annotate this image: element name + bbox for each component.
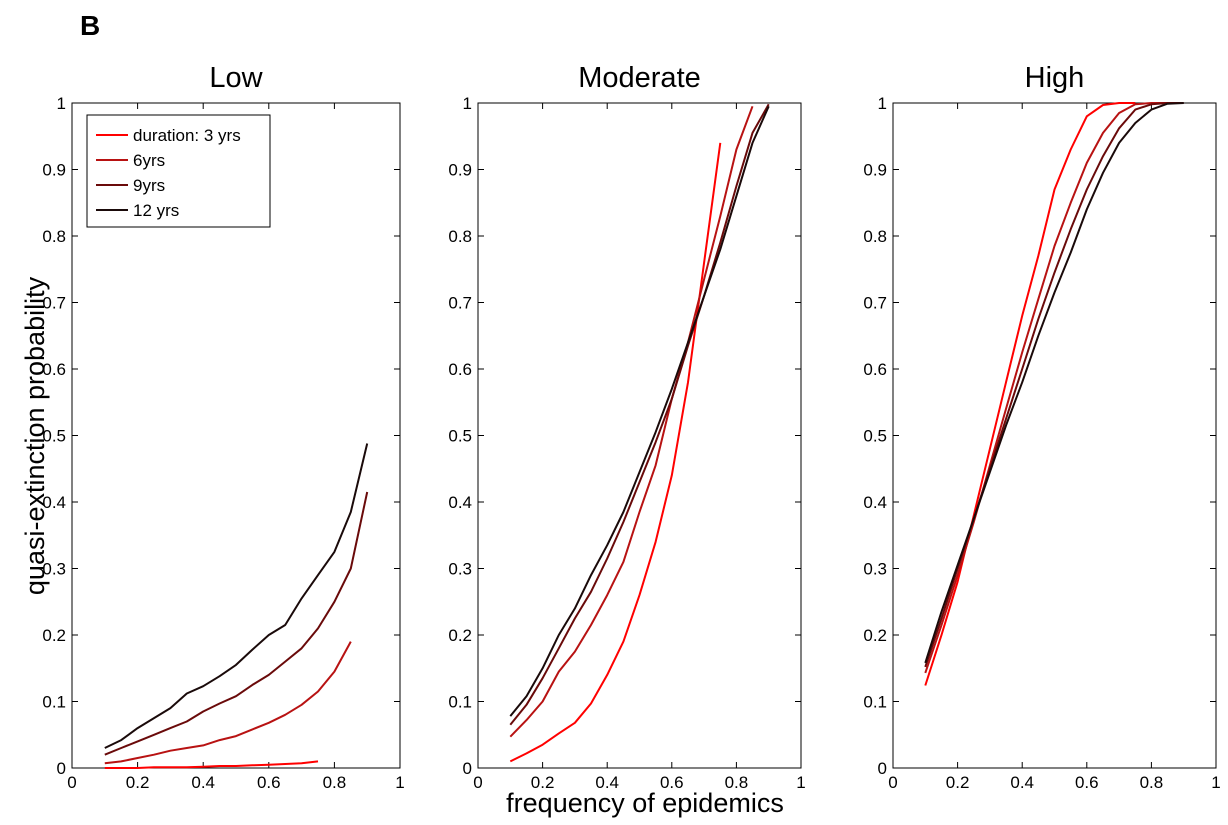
y-tick-label: 0.3 xyxy=(42,560,66,579)
y-tick-label: 1 xyxy=(878,94,887,113)
y-axis-label: quasi-extinction probability xyxy=(20,276,50,595)
x-axis-label: frequency of epidemics xyxy=(506,788,784,818)
y-tick-label: 0.5 xyxy=(448,427,472,446)
legend-label: 6yrs xyxy=(133,151,165,170)
y-tick-label: 0.9 xyxy=(42,161,66,180)
x-tick-label: 0.6 xyxy=(1075,773,1099,792)
legend-box xyxy=(86,114,271,228)
series-line-2 xyxy=(104,641,352,765)
panel-title: Low xyxy=(209,62,263,94)
y-tick-label: 0.7 xyxy=(863,294,887,313)
y-tick-label: 0 xyxy=(57,759,66,778)
series-line-3 xyxy=(104,491,369,756)
legend: duration: 3 yrs 6yrs 9yrs 12 yrs xyxy=(86,114,271,228)
x-tick-label: 0.4 xyxy=(191,773,215,792)
y-tick-label: 0 xyxy=(463,759,472,778)
y-tick-label: 0 xyxy=(878,759,887,778)
series-line-4 xyxy=(509,105,770,717)
y-tick-label: 0.8 xyxy=(863,227,887,246)
y-tick-label: 1 xyxy=(463,94,472,113)
panel-title: Moderate xyxy=(578,62,701,94)
panels-group: Low 0 0.2 0.4 0.6 0.8 1 0 0.1 0.2 0.3 0.4 0.5 0.6 0.7 0… xyxy=(42,62,1220,792)
y-tick-label: 0.4 xyxy=(863,493,887,512)
y-tick-label: 0.1 xyxy=(42,693,66,712)
x-tick-label: 0.4 xyxy=(1010,773,1034,792)
y-tick-label: 0.8 xyxy=(42,227,66,246)
x-tick-label: 0.6 xyxy=(257,773,281,792)
series-line-1 xyxy=(509,142,722,763)
series-line-4 xyxy=(104,443,369,749)
x-tick-label: 0 xyxy=(888,773,897,792)
y-tick-label: 0.6 xyxy=(448,360,472,379)
y-tick-label: 0.2 xyxy=(42,626,66,645)
y-tick-label: 0.1 xyxy=(863,693,887,712)
x-tick-label: 0.8 xyxy=(1140,773,1164,792)
x-tick-label: 0 xyxy=(67,773,76,792)
legend-label: 9yrs xyxy=(133,176,165,195)
series-line-1 xyxy=(104,760,319,769)
y-tick-label: 0.7 xyxy=(42,294,66,313)
panel-letter: B xyxy=(80,10,100,41)
y-tick-label: 0.5 xyxy=(42,427,66,446)
y-tick-label: 0.6 xyxy=(42,360,66,379)
y-tick-label: 0.2 xyxy=(448,626,472,645)
series-line-4 xyxy=(924,102,1184,664)
y-tick-label: 1 xyxy=(57,94,66,113)
x-tick-label: 0.2 xyxy=(126,773,150,792)
x-tick-label: 0 xyxy=(473,773,482,792)
legend-label: 12 yrs xyxy=(133,201,179,220)
x-tick-label: 0.6 xyxy=(660,773,684,792)
series-line-1 xyxy=(924,102,1136,686)
y-tick-label: 0.7 xyxy=(448,294,472,313)
y-tick-label: 0.6 xyxy=(863,360,887,379)
y-tick-label: 0.8 xyxy=(448,227,472,246)
x-tick-label: 0.2 xyxy=(531,773,555,792)
y-tick-label: 0.3 xyxy=(863,560,887,579)
panel-title: High xyxy=(1025,62,1085,94)
y-tick-label: 0.5 xyxy=(863,427,887,446)
series-line-3 xyxy=(509,103,770,726)
panel-low: Low 0 0.2 0.4 0.6 0.8 1 0 0.1 0.2 0.3 0.4 0.5 0.6 0.7 0… xyxy=(42,62,404,792)
panel-moderate: Moderate 0 0.2 0.4 0.6 0.8 1 0 0.1 0.2 0.3 0.4 0.5 0.… xyxy=(448,62,805,792)
x-tick-label: 1 xyxy=(1211,773,1220,792)
y-tick-label: 0.4 xyxy=(42,493,66,512)
x-tick-label: 0.2 xyxy=(946,773,970,792)
x-tick-label: 1 xyxy=(796,773,805,792)
x-tick-label: 0.8 xyxy=(323,773,347,792)
series-line-2 xyxy=(924,102,1168,674)
panel-high: High 0 0.2 0.4 0.6 0.8 1 0 0.1 0.2 0.3 0.4 0.5 0.6 0.7… xyxy=(863,62,1220,792)
plot-frame xyxy=(477,102,802,769)
x-tick-label: 0.8 xyxy=(725,773,749,792)
y-tick-label: 0.1 xyxy=(448,693,472,712)
y-tick-label: 0.4 xyxy=(448,493,472,512)
x-tick-label: 0.4 xyxy=(595,773,619,792)
y-tick-label: 0.3 xyxy=(448,560,472,579)
plot-frame xyxy=(892,102,1217,769)
x-tick-label: 1 xyxy=(395,773,404,792)
y-tick-label: 0.9 xyxy=(448,161,472,180)
y-tick-label: 0.9 xyxy=(863,161,887,180)
legend-label: duration: 3 yrs xyxy=(133,126,241,145)
series-line-2 xyxy=(509,105,754,738)
y-tick-label: 0.2 xyxy=(863,626,887,645)
